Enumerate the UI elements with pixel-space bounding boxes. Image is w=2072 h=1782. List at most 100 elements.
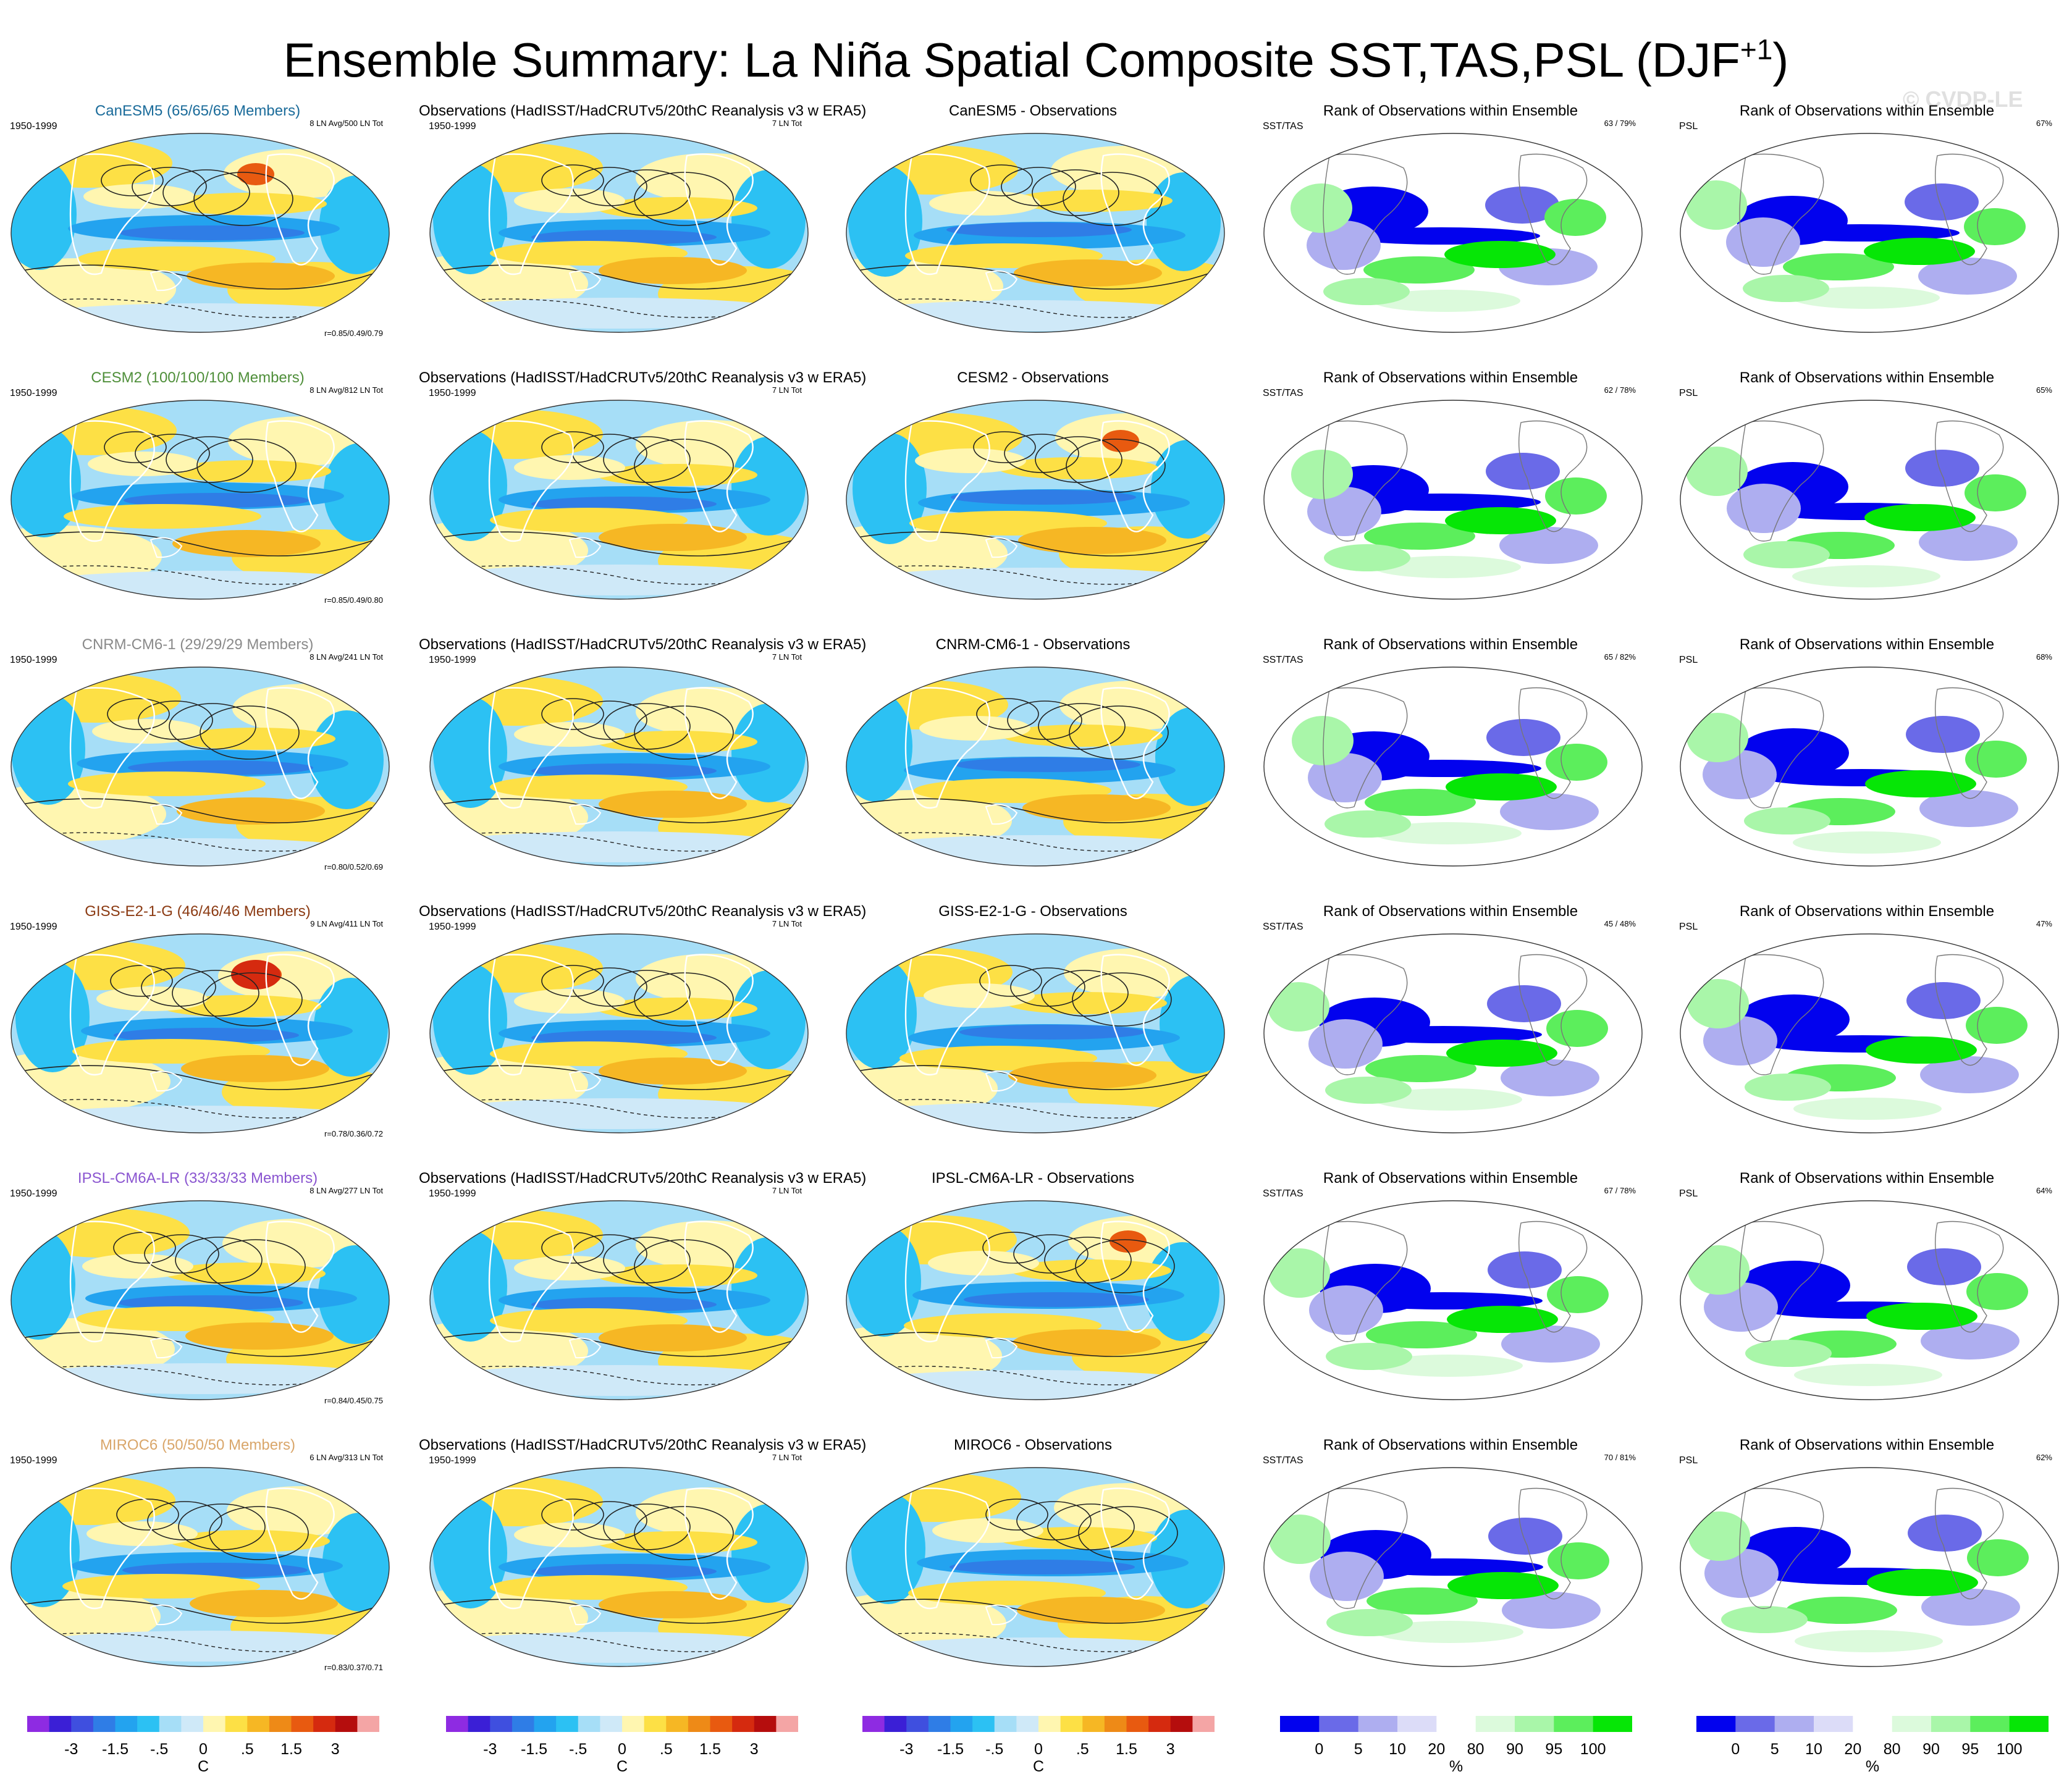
rank-blob — [1966, 1007, 2028, 1044]
colorbar-swatches — [446, 1716, 799, 1732]
colorbar-swatch — [181, 1716, 204, 1732]
rank-blob — [1547, 1276, 1609, 1313]
rank-blob — [1324, 810, 1411, 838]
colorbar-swatch — [1970, 1716, 2010, 1732]
ln-count-label: 6 LN Avg/313 LN Tot — [310, 1453, 383, 1462]
ln-count-label: 9 LN Avg/411 LN Tot — [310, 919, 383, 928]
rank-blob — [1324, 544, 1410, 571]
colorbar-tick-label: .5 — [659, 1741, 673, 1758]
temperature-map — [429, 1200, 809, 1400]
anomaly-blob — [514, 455, 625, 480]
anomaly-blob — [915, 448, 1026, 473]
rank-percent-label: 67 / 78% — [1604, 1186, 1636, 1195]
rank-panel-title: Rank of Observations within Ensemble — [1739, 1437, 1995, 1453]
colorbar-swatch — [269, 1716, 292, 1732]
anomaly-blob — [531, 1030, 717, 1045]
period-label: 1950-1999 — [10, 922, 57, 932]
anomaly-blob — [177, 797, 325, 825]
temperature-map — [429, 133, 809, 333]
difference-panel-title: MIROC6 - Observations — [953, 1437, 1113, 1453]
temperature-map — [846, 400, 1225, 600]
rank-blob — [1704, 1282, 1778, 1332]
period-label: 1950-1999 — [10, 388, 57, 398]
period-label: 1950-1999 — [429, 922, 476, 932]
observations-panel-title: Observations (HadISST/HadCRUTv5/20thC Re… — [419, 103, 867, 119]
temperature-map — [11, 666, 390, 867]
anomaly-blob — [165, 1263, 326, 1285]
temperature-map — [846, 133, 1225, 333]
anomaly-blob — [172, 530, 321, 557]
anomaly-blob — [433, 697, 507, 808]
period-label: 1950-1999 — [429, 655, 476, 665]
rank-blob — [1375, 1355, 1523, 1377]
anomaly-blob — [531, 763, 717, 778]
anomaly-blob — [185, 1322, 334, 1350]
temperature-map — [11, 1467, 390, 1667]
anomaly-blob — [599, 791, 747, 818]
temperature-map — [429, 400, 809, 600]
anomaly-blob — [322, 1513, 389, 1612]
anomaly-blob — [531, 230, 717, 245]
colorbar-swatches — [1696, 1716, 2049, 1732]
rank-blob — [1309, 1285, 1383, 1335]
model-panel: CESM2 (100/100/100 Members) 1950-1999 8 LN… — [0, 347, 395, 614]
rank-percent-label: 64% — [2036, 1186, 2052, 1195]
temperature-map — [846, 1200, 1225, 1400]
difference-panel-title: CanESM5 - Observations — [948, 103, 1118, 119]
anomaly-blob — [1011, 1259, 1171, 1282]
ln-count-label: 8 LN Avg/500 LN Tot — [310, 119, 383, 128]
rank-blob — [1546, 744, 1607, 781]
rank-blob — [1375, 1621, 1523, 1643]
temperature-map — [846, 933, 1225, 1133]
anomaly-blob — [846, 300, 1217, 331]
rank-blob — [1447, 1572, 1559, 1599]
rank-blob — [1308, 1019, 1383, 1069]
anomaly-blob — [950, 1560, 1135, 1574]
colorbar-tick-label: 10 — [1805, 1741, 1822, 1758]
colorbar-swatch — [1892, 1716, 1932, 1732]
anomaly-blob — [319, 175, 389, 274]
colorbar-swatch — [1774, 1716, 1814, 1732]
rank-blob — [1488, 1518, 1562, 1555]
colorbar-swatch — [578, 1716, 600, 1732]
anomaly-blob — [955, 757, 1140, 772]
rank-percent-label: 47% — [2036, 919, 2052, 928]
rank-blob — [1488, 1251, 1562, 1288]
rank-blob — [1374, 1088, 1522, 1111]
colorbar-tick-label: 10 — [1389, 1741, 1406, 1758]
anomaly-blob — [731, 437, 806, 536]
colorbar-swatch — [622, 1716, 645, 1732]
anomaly-blob — [531, 497, 717, 511]
colorbar-tick-label: .5 — [240, 1741, 254, 1758]
anomaly-blob — [514, 989, 625, 1014]
colorbar-swatch — [313, 1716, 336, 1732]
rank-blob — [1685, 180, 1747, 230]
ln-count-label: 7 LN Tot — [772, 385, 802, 395]
temperature-map — [846, 1467, 1225, 1667]
rank-blob — [1867, 1569, 1978, 1596]
observations-panel: Observations (HadISST/HadCRUTv5/20thC Re… — [419, 1414, 866, 1681]
colorbar-tick-label: 20 — [1428, 1741, 1446, 1758]
anomaly-blob — [166, 193, 327, 215]
rank-sst-panel: Rank of Observations within Ensemble SST/… — [1253, 347, 1648, 614]
rank-blob — [1686, 447, 1748, 496]
observations-panel-title: Observations (HadISST/HadCRUTv5/20thC Re… — [419, 903, 867, 920]
colorbar-swatch — [1126, 1716, 1149, 1732]
colorbar-tick-label: 80 — [1883, 1741, 1901, 1758]
variable-label: PSL — [1679, 1188, 1698, 1199]
anomaly-blob — [597, 1264, 757, 1287]
model-panel: CanESM5 (65/65/65 Members) 1950-1999 8 LN … — [0, 80, 395, 347]
colorbar-tick-label: -3 — [899, 1741, 914, 1758]
colorbar-swatch — [732, 1716, 755, 1732]
rank-blob — [1500, 793, 1599, 830]
rank-blob — [1373, 556, 1521, 578]
model-panel: IPSL-CM6A-LR (33/33/33 Members) 1950-1999… — [0, 1148, 395, 1414]
rank-panel-title: Rank of Observations within Ensemble — [1739, 103, 1995, 119]
colorbar-unit: % — [1865, 1758, 1880, 1775]
colorbar-swatch — [1554, 1716, 1594, 1732]
colorbar-tick-label: -3 — [64, 1741, 78, 1758]
colorbar-swatches — [862, 1716, 1215, 1732]
colorbar-swatch — [1060, 1716, 1083, 1732]
rank-blob — [1920, 1056, 2019, 1093]
rank-blob — [1544, 199, 1606, 236]
